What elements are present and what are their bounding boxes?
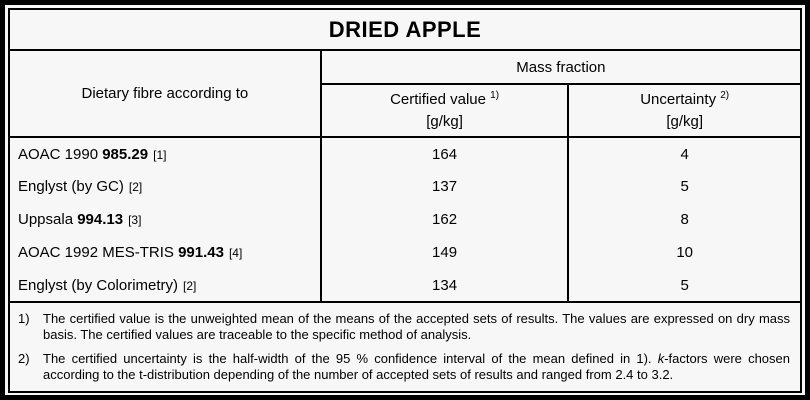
method-name: Englyst (by Colorimetry) [2] <box>9 269 322 303</box>
table-row: Englyst (by Colorimetry) [2] 134 5 <box>9 269 801 303</box>
footnote-1: 1) The certified value is the unweighted… <box>18 311 790 343</box>
table-title: DRIED APPLE <box>9 9 801 51</box>
footnote-ref-1: 1) <box>490 89 500 101</box>
reference-tag: [4] <box>228 246 243 260</box>
method-name: AOAC 1992 MES-TRIS 991.43 [4] <box>9 236 322 269</box>
certified-value: 164 <box>319 137 569 170</box>
method-name: AOAC 1990 985.29 [1] <box>9 137 322 170</box>
certified-value: 162 <box>319 203 569 236</box>
reference-tag: [3] <box>128 213 142 227</box>
certified-value-unit: [g/kg] <box>426 112 463 130</box>
table-row: Englyst (by GC) [2] 137 5 <box>9 170 801 203</box>
column-header-uncertainty: Uncertainty 2) [g/kg] <box>567 84 801 138</box>
dietary-fibre-table: DRIED APPLE Dietary fibre according to M… <box>8 8 802 393</box>
group-header-mass-fraction: Mass fraction <box>320 50 801 85</box>
table-row: AOAC 1990 985.29 [1] 164 4 <box>9 137 801 170</box>
uncertainty-label: Uncertainty <box>640 90 717 108</box>
reference-tag: [2] <box>128 180 143 194</box>
table-row: Uppsala 994.13 [3] 162 8 <box>9 203 801 236</box>
method-text: Englyst (by Colorimetry) <box>18 276 179 294</box>
reference-tag: [2] <box>183 278 197 293</box>
method-number: 994.13 <box>77 211 124 228</box>
footnote-ref-2: 2) <box>720 89 730 101</box>
footnote-2-marker: 2) <box>18 351 30 366</box>
uncertainty-value: 10 <box>567 236 801 269</box>
footnote-2: 2) The certified uncertainty is the half… <box>18 351 790 383</box>
certified-value-label: Certified value <box>390 90 486 108</box>
uncertainty-value: 4 <box>567 137 801 170</box>
table-row: AOAC 1992 MES-TRIS 991.43 [4] 149 10 <box>9 236 801 269</box>
footnote-2-k-italic: k <box>657 351 665 366</box>
certified-value: 134 <box>319 269 569 303</box>
uncertainty-value: 8 <box>567 203 801 236</box>
footnote-2-text-pre: The certified uncertainty is the half-wi… <box>43 351 658 366</box>
certified-value: 137 <box>319 170 569 203</box>
row-header-dietary-fibre: Dietary fibre according to <box>9 50 322 138</box>
method-number: 985.29 <box>102 145 149 163</box>
method-text: AOAC 1992 MES-TRIS <box>18 244 179 261</box>
uncertainty-value: 5 <box>567 170 801 203</box>
method-text: Uppsala <box>18 211 78 228</box>
certified-value: 149 <box>319 236 569 269</box>
column-header-certified-value: Certified value 1) [g/kg] <box>320 84 569 138</box>
footnote-1-marker: 1) <box>18 311 30 326</box>
footnote-1-text: The certified value is the unweighted me… <box>43 311 790 342</box>
uncertainty-unit: [g/kg] <box>666 112 704 130</box>
method-text: Englyst (by GC) <box>18 178 124 195</box>
footnote-2-text: The certified uncertainty is the half-wi… <box>43 351 790 383</box>
method-text: AOAC 1990 <box>18 145 103 163</box>
method-number: 991.43 <box>178 244 224 261</box>
footnotes-section: 1) The certified value is the unweighted… <box>9 302 801 392</box>
footnote-2-text-post: -factors were chosen according to the t-… <box>43 351 790 382</box>
uncertainty-value: 5 <box>567 269 801 303</box>
method-name: Englyst (by GC) [2] <box>9 170 322 203</box>
reference-tag: [1] <box>153 147 167 162</box>
method-name: Uppsala 994.13 [3] <box>9 203 322 236</box>
